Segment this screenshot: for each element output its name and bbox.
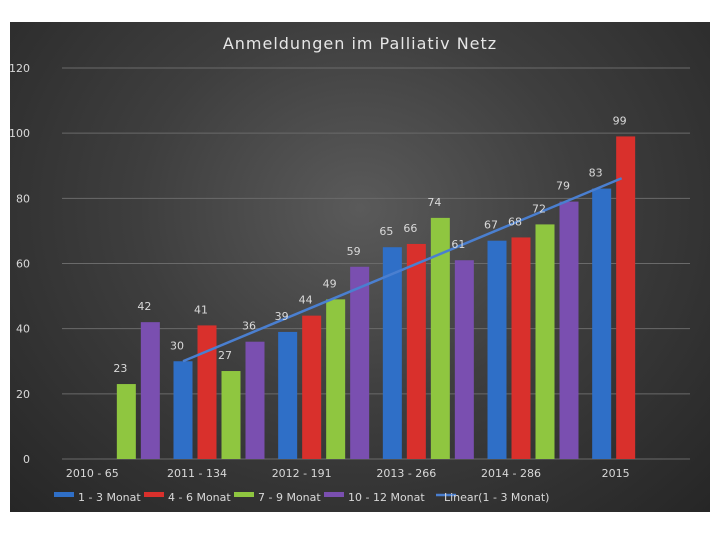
y-axis-ticks: 0 20 40 60 80 100 120 — [9, 62, 30, 466]
x-axis-ticks: 2010 - 65 2011 - 134 2012 - 191 2013 - 266 2… — [66, 467, 630, 480]
bar-10-12Monat-4 — [559, 201, 579, 459]
legend-swatch — [324, 492, 344, 497]
chart-frame: Anmeldungen im Palliativ Netz 0 20 40 60 80 1… — [9, 22, 710, 512]
legend-entry: 10 - 12 Monat — [348, 491, 425, 504]
data-label: 39 — [275, 310, 289, 323]
data-label: 30 — [170, 339, 184, 352]
data-label: 65 — [379, 225, 393, 238]
bar-4-6Monat-4 — [511, 237, 531, 459]
data-label: 59 — [347, 245, 361, 258]
x-tick-label: 2013 - 266 — [376, 467, 436, 480]
legend-entry: 7 - 9 Monat — [258, 491, 321, 504]
trendline-group — [182, 177, 623, 363]
bar-1-3Monat-1 — [173, 361, 193, 459]
gridlines — [62, 67, 690, 460]
bar-7-9Monat-4 — [535, 224, 555, 459]
bar-7-9Monat-2 — [326, 299, 346, 459]
data-label: 61 — [451, 238, 465, 251]
x-tick-label: 2010 - 65 — [66, 467, 119, 480]
bar-4-6Monat-1 — [197, 325, 217, 459]
data-label: 66 — [403, 222, 417, 235]
data-label: 49 — [323, 277, 337, 290]
x-tick-label: 2012 - 191 — [272, 467, 332, 480]
data-label: 44 — [299, 294, 313, 307]
bar-7-9Monat-1 — [221, 371, 241, 459]
bar-10-12Monat-0 — [140, 322, 160, 459]
legend-entry-trendline: Linear(1 - 3 Monat) — [444, 491, 549, 504]
legend-entry: 4 - 6 Monat — [168, 491, 231, 504]
data-label: 67 — [484, 219, 498, 232]
bar-7-9Monat-3 — [430, 217, 450, 459]
data-label: 27 — [218, 349, 232, 362]
legend-swatch — [54, 492, 74, 497]
bar-10-12Monat-2 — [350, 266, 370, 459]
y-tick-label: 40 — [16, 323, 30, 336]
legend: 1 - 3 Monat 4 - 6 Monat 7 - 9 Monat 10 - 12… — [54, 491, 549, 504]
data-label: 23 — [113, 362, 127, 375]
legend-entry: 1 - 3 Monat — [78, 491, 141, 504]
bar-1-3Monat-3 — [382, 247, 402, 459]
data-label: 36 — [242, 320, 256, 333]
data-label: 74 — [427, 196, 441, 209]
bar-chart: Anmeldungen im Palliativ Netz 0 20 40 60 80 1… — [9, 34, 690, 504]
y-tick-label: 60 — [16, 258, 30, 271]
y-tick-label: 120 — [10, 62, 30, 75]
data-label: 68 — [508, 215, 522, 228]
y-tick-label: 0 — [23, 453, 30, 466]
y-tick-label: 100 — [10, 127, 30, 140]
bar-4-6Monat-5 — [616, 136, 636, 460]
x-tick-label: 2014 - 286 — [481, 467, 541, 480]
chart-title: Anmeldungen im Palliativ Netz — [223, 34, 497, 53]
bars — [116, 136, 636, 460]
data-label: 72 — [532, 202, 546, 215]
bar-1-3Monat-4 — [487, 240, 507, 459]
bar-10-12Monat-3 — [454, 260, 474, 459]
bar-4-6Monat-2 — [302, 315, 322, 459]
y-tick-label: 20 — [16, 388, 30, 401]
legend-swatch — [144, 492, 164, 497]
legend-swatch — [234, 492, 254, 497]
bar-1-3Monat-5 — [592, 188, 612, 459]
bar-10-12Monat-1 — [245, 341, 265, 459]
data-label: 42 — [137, 300, 151, 313]
bar-7-9Monat-0 — [116, 384, 136, 459]
x-tick-label: 2015 — [602, 467, 630, 480]
trendline — [182, 177, 623, 363]
data-label: 83 — [589, 167, 603, 180]
bar-4-6Monat-3 — [406, 243, 426, 459]
data-labels: 30 39 65 67 83 41 44 66 68 99 23 27 49 74 72 42 36 59 61 79 — [113, 114, 626, 375]
data-label: 79 — [556, 180, 570, 193]
x-tick-label: 2011 - 134 — [167, 467, 227, 480]
data-label: 41 — [194, 303, 208, 316]
bar-1-3Monat-2 — [278, 331, 298, 459]
data-label: 99 — [613, 114, 627, 127]
y-tick-label: 80 — [16, 192, 30, 205]
